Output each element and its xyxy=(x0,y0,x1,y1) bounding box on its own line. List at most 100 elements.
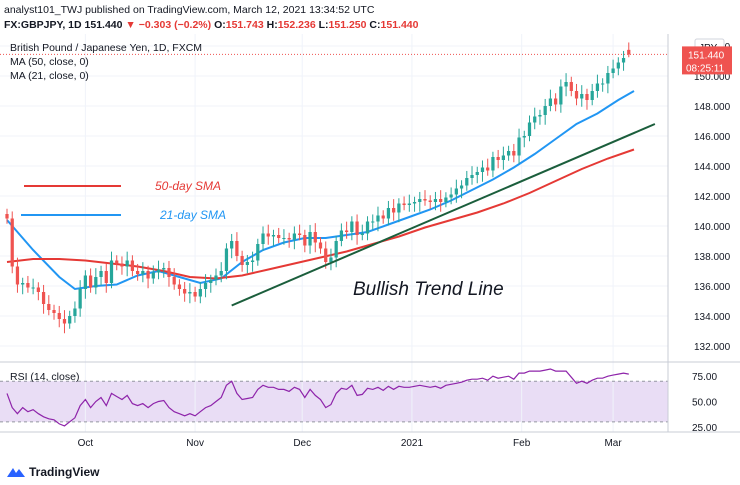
price-tick-label: 148.000 xyxy=(694,102,731,113)
price-tick-label: 132.000 xyxy=(694,342,731,353)
candle-body xyxy=(590,91,594,100)
candle-body xyxy=(115,260,119,264)
price-chart[interactable]: 132.000 134.000 136.000 138.000 140.000 142.0… xyxy=(0,34,740,459)
candle-body xyxy=(250,260,255,262)
candle-body xyxy=(585,94,589,100)
candle-body xyxy=(465,178,469,186)
candle-body xyxy=(439,199,443,202)
candle-body xyxy=(418,199,422,202)
candle-body xyxy=(412,202,417,204)
sma21-annotation: 21-day SMA xyxy=(159,208,226,222)
symbol-quote-line: FX:GBPJPY, 1D 151.440 ▼ −0.303 (−0.2%) O… xyxy=(4,18,418,32)
candle-body xyxy=(62,319,67,324)
candle-body xyxy=(57,313,61,319)
candle-body xyxy=(606,73,610,84)
legend-ma21: MA (21, close, 0) xyxy=(10,70,89,82)
price-tick-label: 150.000 xyxy=(694,72,731,83)
candle-body xyxy=(543,106,547,115)
candle-body xyxy=(26,283,30,288)
legend-title: British Pound / Japanese Yen, 1D, FXCM xyxy=(10,42,202,54)
candle-body xyxy=(172,277,176,285)
candle-body xyxy=(324,248,328,262)
candle-body xyxy=(580,94,584,99)
candle-body xyxy=(470,175,474,178)
candle-body xyxy=(554,98,558,105)
candle-body xyxy=(5,214,9,219)
sma50-annotation: 50-day SMA xyxy=(155,179,221,193)
candle-body xyxy=(392,208,396,213)
tradingview-logo-icon[interactable] xyxy=(6,465,26,479)
candle-body xyxy=(454,188,458,195)
candle-body xyxy=(297,233,302,235)
candle-body xyxy=(193,292,197,297)
candle-body xyxy=(41,292,46,304)
candle-body xyxy=(120,263,124,267)
candle-body xyxy=(156,269,161,273)
price-change: −0.303 (−0.2%) xyxy=(138,19,212,31)
candle-body xyxy=(303,235,307,246)
candle-body xyxy=(266,233,270,237)
legend-ma50: MA (50, close, 0) xyxy=(10,56,89,68)
legend: British Pound / Japanese Yen, 1D, FXCM M… xyxy=(10,42,202,82)
rsi-line xyxy=(6,368,629,427)
candle-body xyxy=(486,167,490,171)
time-tick-label: Oct xyxy=(78,438,94,449)
candle-body xyxy=(334,241,338,258)
candle-body xyxy=(559,86,563,105)
ma-line-21 xyxy=(6,90,635,291)
price-tag-box xyxy=(682,46,732,75)
high-label: H: xyxy=(266,19,278,31)
open-value: 151.743 xyxy=(225,19,264,31)
candle-body xyxy=(287,238,291,240)
candle-body xyxy=(501,155,505,160)
candle-body xyxy=(611,68,615,73)
price-tag-countdown: 08:25:11 xyxy=(686,63,725,74)
candle-body xyxy=(99,271,103,277)
candle-body xyxy=(360,233,364,235)
candle-body xyxy=(109,260,114,283)
candle-body xyxy=(130,260,135,271)
candle-body xyxy=(219,271,223,276)
candle-body xyxy=(564,82,568,87)
candle-body xyxy=(355,221,359,235)
candle-body xyxy=(146,271,150,279)
candle-body xyxy=(574,91,579,99)
price-tick-label: 144.000 xyxy=(694,162,731,173)
price-tick-label: 134.000 xyxy=(694,312,731,323)
candle-body xyxy=(318,242,323,249)
candle-body xyxy=(209,280,213,283)
close-label: C: xyxy=(369,19,381,31)
candle-body xyxy=(104,271,108,283)
candle-body xyxy=(198,289,202,297)
candle-body xyxy=(94,277,98,288)
candle-body xyxy=(449,194,453,198)
candle-body xyxy=(533,116,537,123)
candle-body xyxy=(506,151,511,156)
candle-body xyxy=(47,304,51,310)
time-tick-label: Feb xyxy=(513,438,531,449)
candle-body xyxy=(371,221,375,223)
price-tick-label: 138.000 xyxy=(694,252,731,263)
time-tick-label: Nov xyxy=(186,438,204,449)
candle-body xyxy=(548,98,553,106)
price-tick-label: 142.000 xyxy=(694,192,731,203)
publisher-line: analyst101_TWJ published on TradingView.… xyxy=(4,4,375,16)
candle-body xyxy=(141,271,145,274)
candle-body xyxy=(21,283,25,285)
symbol-label: FX:GBPJPY, 1D xyxy=(4,19,82,31)
last-price: 151.440 xyxy=(84,19,123,31)
candle-body xyxy=(339,230,344,241)
candle-body xyxy=(538,115,542,117)
candle-body xyxy=(162,268,166,270)
candle-body xyxy=(282,238,286,239)
footer-brand[interactable]: TradingView xyxy=(29,465,100,479)
rsi-layer xyxy=(6,368,629,427)
candle-body xyxy=(68,316,72,324)
time-tick-label: 2021 xyxy=(401,438,424,449)
candle-body xyxy=(125,260,129,267)
price-tick-label: 140.000 xyxy=(694,222,731,233)
candle-body xyxy=(31,287,35,289)
rsi-tick-label: 25.00 xyxy=(692,423,717,434)
last-price-tag: 151.440 08:25:11 xyxy=(682,46,732,75)
rsi-tick-label: 75.00 xyxy=(692,372,717,383)
